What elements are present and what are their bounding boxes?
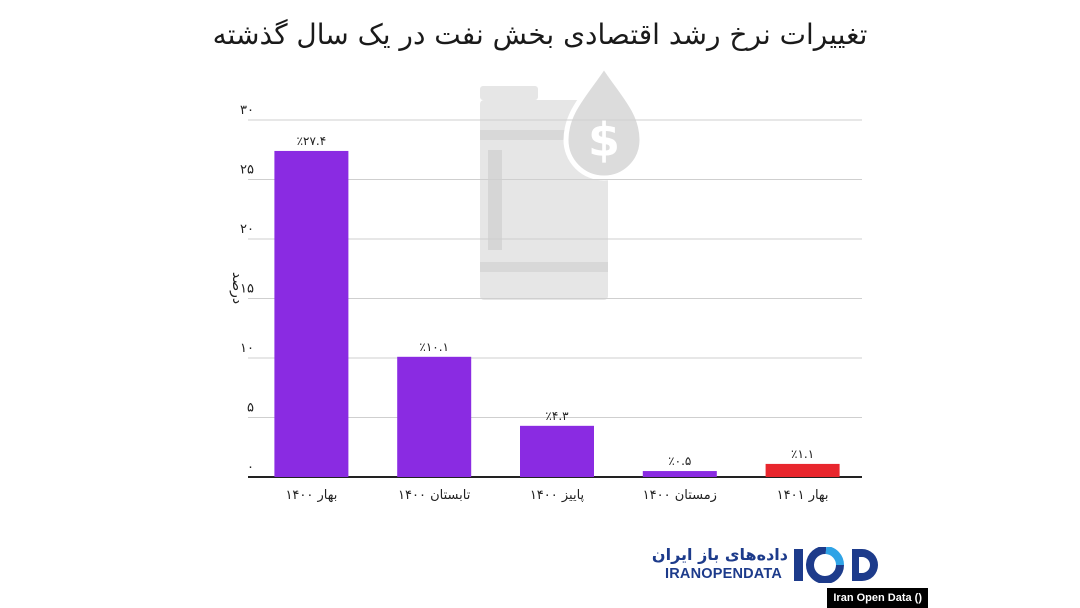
iod-logo-mark-icon [794, 547, 878, 583]
y-tick-label: ۰ [247, 460, 254, 475]
x-category-label: بهار ۱۴۰۱ [777, 488, 829, 503]
bar [274, 150, 349, 477]
y-tick-label: ۲۰ [240, 222, 254, 237]
bar-data-label: ٪۱.۱ [791, 447, 814, 461]
svg-text:$: $ [588, 113, 620, 167]
bar-data-label: ٪۰.۵ [668, 454, 691, 468]
x-category-label: زمستان ۱۴۰۰ [643, 488, 717, 503]
y-tick-label: ۱۵ [240, 282, 254, 297]
chart-title: تغییرات نرخ رشد اقتصادی بخش نفت در یک سا… [212, 18, 868, 51]
oil-barrel-dollar-icon: $ [480, 61, 645, 300]
logo-persian-text: داده‌های باز ایران [651, 545, 788, 564]
bar [642, 471, 717, 477]
y-tick-label: ۳۰ [240, 103, 254, 118]
logo-english-text: IRANOPENDATA [665, 566, 783, 582]
x-category-label: پاییز ۱۴۰۰ [530, 488, 585, 503]
image-credit: Iran Open Data () [827, 588, 928, 608]
y-tick-label: ۱۰ [240, 341, 254, 356]
bar [520, 425, 594, 477]
bar-data-label: ٪۱۰.۱ [419, 340, 449, 354]
y-axis-label: درصد [229, 272, 245, 304]
y-tick-label: ۲۵ [240, 163, 254, 178]
bar [397, 356, 472, 477]
bar-data-label: ٪۲۷.۴ [297, 134, 327, 148]
x-category-label: تابستان ۱۴۰۰ [398, 488, 471, 503]
y-tick-label: ۵ [247, 401, 254, 416]
bar [765, 463, 840, 477]
bar-data-label: ٪۴.۳ [545, 409, 569, 423]
iran-open-data-logo: داده‌های باز ایران IRANOPENDATA [652, 545, 880, 585]
x-category-label: بهار ۱۴۰۰ [285, 488, 337, 503]
